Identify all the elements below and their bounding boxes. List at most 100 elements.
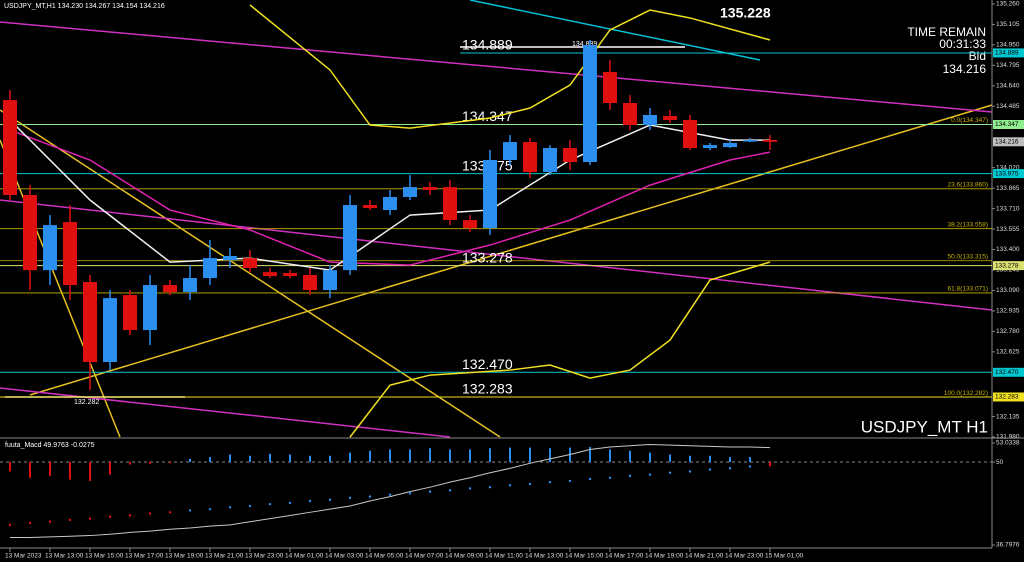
candle-body: [363, 205, 377, 209]
annotation: 134.889: [572, 41, 597, 48]
macd-signal-dot: [268, 502, 272, 506]
time-label: 14 Mar 11:00: [485, 553, 523, 560]
candle-body: [703, 145, 717, 148]
macd-tick-label: 53.0338: [996, 440, 1020, 447]
level-tag-label: 133.278: [995, 262, 1019, 269]
macd-signal-dot: [328, 498, 332, 501]
time-label: 13 Mar 19:00: [165, 553, 204, 560]
y-tick-label: 132.780: [996, 328, 1020, 335]
fib-label: 61.8(133.071): [948, 286, 988, 293]
time-label: 13 Mar 21:00: [205, 553, 244, 560]
macd-header: fuuta_Macd 49.9763 -0.0275: [5, 442, 95, 449]
candle-body: [303, 275, 317, 291]
y-tick-label: 134.640: [996, 83, 1020, 90]
info-label: TIME REMAIN: [907, 25, 986, 39]
candle-body: [283, 273, 297, 277]
y-tick-label: 133.710: [996, 205, 1020, 212]
macd-signal-dot: [488, 485, 492, 489]
candle-body: [503, 142, 517, 161]
candle-body: [583, 45, 597, 162]
y-tick-label: 132.135: [996, 413, 1020, 420]
trendlines: [0, 0, 993, 438]
candle-body: [183, 278, 197, 293]
macd-signal-dot: [348, 496, 352, 500]
macd-signal-dot: [28, 521, 32, 525]
candle-body: [83, 282, 97, 363]
level-tag-label: 133.975: [995, 170, 1019, 177]
time-label: 14 Mar 03:00: [325, 553, 364, 560]
candle-body: [23, 194, 37, 271]
time-label: 14 Mar 17:00: [605, 553, 644, 560]
level-tag: [993, 367, 1024, 377]
candle-body: [463, 220, 477, 229]
time-label: 13 Mar 17:00: [125, 553, 164, 560]
macd-signal-dot: [448, 489, 452, 492]
time-label: 13 Mar 15:00: [85, 553, 124, 560]
indicator-line: [249, 4, 771, 129]
level-tag-label: 132.283: [995, 394, 1019, 401]
macd-signal-dot: [668, 471, 672, 474]
fib-label: 100.0(132.282): [944, 390, 988, 397]
y-tick-label: 133.400: [996, 246, 1020, 253]
y-tick-label: 131.980: [996, 434, 1020, 441]
candle-body: [343, 205, 357, 271]
y-tick-label: 133.245: [996, 267, 1020, 274]
y-tick-label: 133.555: [996, 226, 1020, 233]
candle-body: [643, 114, 657, 126]
y-tick-label: 132.625: [996, 349, 1020, 356]
macd-signal-dot: [388, 493, 392, 496]
macd-signal-dot: [468, 487, 472, 490]
macd-signal-dot: [248, 504, 252, 508]
trendline: [0, 199, 993, 311]
candle-body: [43, 225, 57, 271]
candle-body: [423, 187, 437, 190]
macd-signal-dot: [508, 484, 512, 487]
chart-header: USDJPY_MT,H1 134.230 134.267 134.154 134…: [4, 3, 165, 10]
macd-signal-dot: [188, 509, 192, 512]
y-tick-label: 135.105: [996, 21, 1020, 28]
fib-label: 23.6(133.860): [948, 182, 988, 189]
annotation: 132.282: [74, 399, 99, 406]
level-tag: [993, 169, 1024, 179]
macd-signal-dot: [428, 490, 432, 493]
trendline: [0, 387, 451, 438]
macd-signal-dot: [148, 512, 152, 515]
candle-body: [563, 147, 577, 162]
level-tag: [993, 119, 1024, 129]
candle-body: [263, 272, 277, 277]
y-tick-label: 133.865: [996, 185, 1020, 192]
level-tag: [993, 392, 1024, 402]
bid-tag: [993, 137, 1024, 147]
candle-body: [523, 142, 537, 173]
macd-tick-label: 36.7976: [996, 542, 1020, 549]
time-label: 14 Mar 19:00: [645, 553, 684, 560]
macd-signal-dot: [8, 523, 12, 527]
candle-body: [323, 270, 337, 291]
time-label: 14 Mar 09:00: [445, 553, 484, 560]
macd-signal-dot: [88, 517, 92, 520]
level-label: 134.889: [462, 37, 513, 53]
macd-signal-dot: [728, 467, 732, 470]
level-tag: [993, 48, 1024, 58]
macd-signal-dot: [688, 470, 692, 473]
time-label: 14 Mar 01:00: [285, 553, 324, 560]
candle-body: [623, 102, 637, 126]
y-tick-label: 132.935: [996, 308, 1020, 315]
level-tag: [993, 261, 1024, 271]
level-tag-label: 132.470: [995, 369, 1019, 376]
macd-signal-dot: [608, 476, 612, 479]
trendline: [29, 104, 993, 396]
y-tick-label: 134.950: [996, 42, 1020, 49]
candle-body: [123, 295, 137, 331]
candle-body: [63, 222, 77, 286]
candle-body: [223, 255, 237, 261]
macd-signal-dot: [748, 465, 752, 468]
candle-body: [143, 285, 157, 331]
macd-signal-dot: [768, 464, 772, 467]
macd-signal-dot: [108, 515, 112, 518]
level-label: 134.347: [462, 108, 513, 124]
macd-signal-dot: [528, 482, 532, 486]
time-label: 14 Mar 07:00: [405, 553, 444, 560]
